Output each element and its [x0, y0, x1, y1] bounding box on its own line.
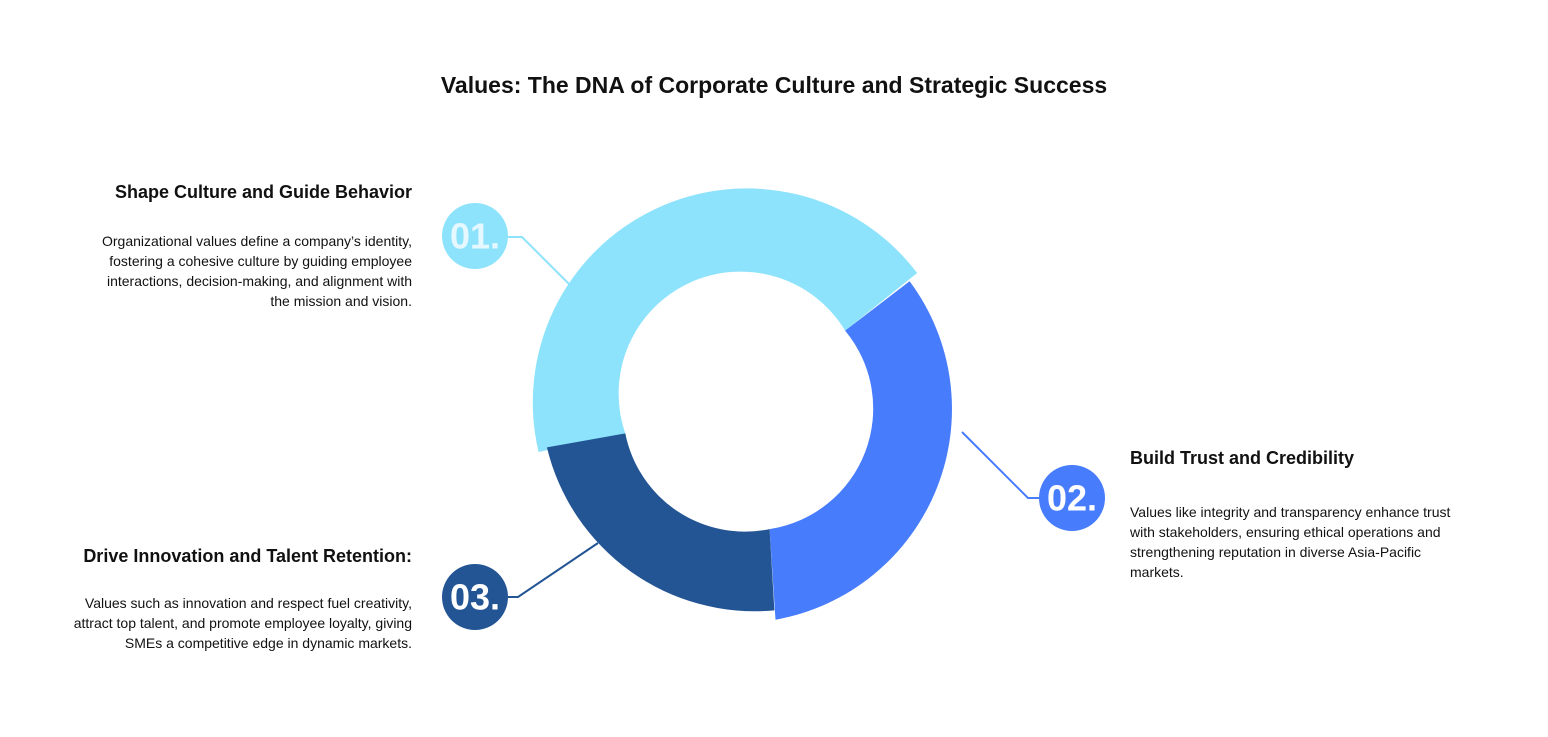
badge-01-label: 01.: [450, 216, 500, 257]
badge-02-circle: [1039, 465, 1105, 531]
badge-03-circle: [442, 564, 508, 630]
item-2-description: Values like integrity and transparency e…: [1130, 504, 1451, 580]
item-1-heading: Shape Culture and Guide Behavior: [114, 182, 412, 202]
page-title: Values: The DNA of Corporate Culture and…: [440, 72, 1108, 98]
item-2-heading: Build Trust and Credibility: [1130, 448, 1355, 468]
item-3-description: Values such as innovation and respect fu…: [73, 595, 412, 651]
badge-03-label: 03.: [450, 577, 500, 618]
segment-3-arc: [546, 433, 775, 612]
segment-2-arc: [769, 281, 952, 620]
connector-line-2: [961, 431, 1040, 499]
badge-02: 02.: [1039, 465, 1105, 531]
item-1-description: Organizational values define a company’s…: [102, 233, 412, 309]
connector-line-3: [508, 542, 599, 598]
connector-line-1: [508, 236, 571, 286]
segment-1-arc: [532, 188, 918, 452]
badge-03: 03.: [442, 564, 508, 630]
badge-01-circle: [442, 203, 508, 269]
badge-02-label: 02.: [1047, 478, 1097, 519]
item-3-heading: Drive Innovation and Talent Retention:: [83, 546, 412, 566]
badge-01: 01.: [442, 203, 508, 269]
